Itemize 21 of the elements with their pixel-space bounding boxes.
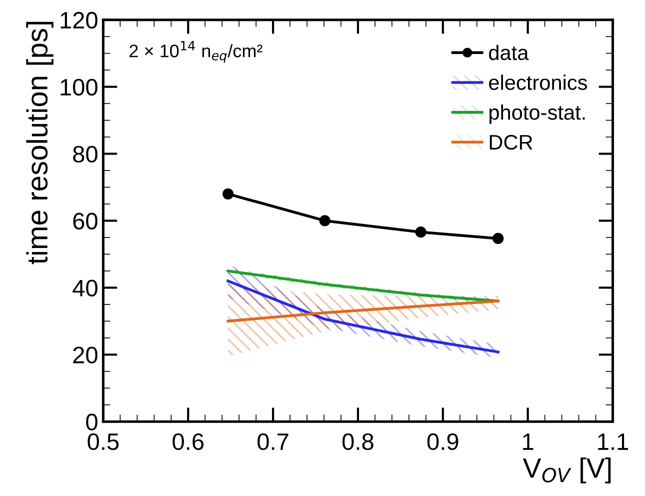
annotation: 2 × 10$^{14}$ n$_{eq}$/cm² <box>130 41 262 63</box>
legend-label: DCR <box>490 134 532 150</box>
x-tick-label: 0.9 <box>427 433 458 450</box>
y-tick-label: 20 <box>73 346 98 364</box>
y-tick-label: 80 <box>73 146 98 163</box>
y-tick-label: 120 <box>60 12 98 29</box>
x-tick-label: 0.5 <box>88 433 119 450</box>
legend-label: data <box>489 44 529 60</box>
y-axis-title: time resolution [ps] <box>26 22 54 264</box>
x-tick-label: 0.7 <box>258 433 288 450</box>
y-tick-label: 40 <box>72 280 98 296</box>
x-tick-label: 1.1 <box>598 434 628 450</box>
y-tick-label: 0 <box>86 414 98 430</box>
y-tick-label: 60 <box>73 212 98 230</box>
legend-label: photo-stat. <box>490 104 585 124</box>
y-tick-label: 100 <box>60 78 98 96</box>
x-tick-label: 1 <box>523 434 534 450</box>
x-tick-label: 0.8 <box>342 433 374 450</box>
legend-label: electronics <box>489 74 588 90</box>
x-axis-title: V$_{OV}$ [V] <box>522 458 611 484</box>
x-tick-label: 0.6 <box>172 433 204 450</box>
